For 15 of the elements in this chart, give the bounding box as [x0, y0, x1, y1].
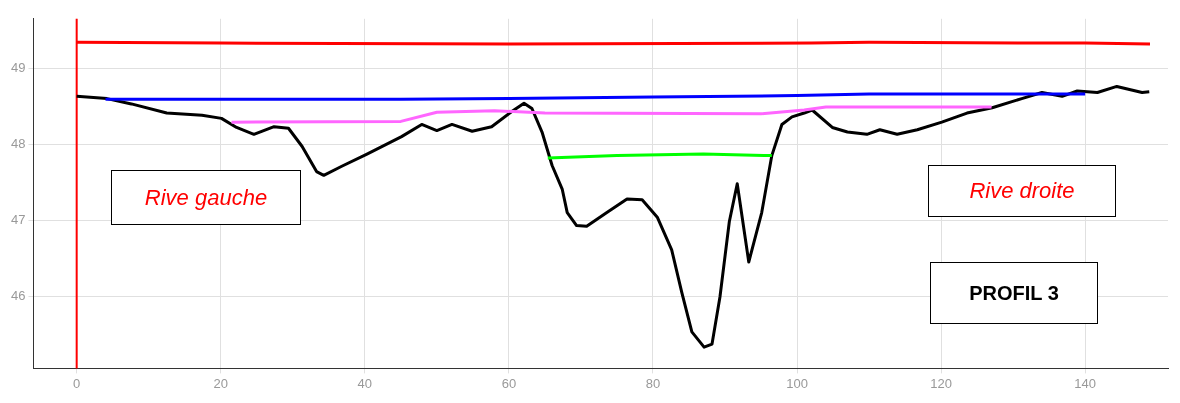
x-tick-label: 20 [213, 375, 228, 391]
x-tick-label: 140 [1074, 375, 1097, 391]
text-box: Rive droite [928, 165, 1116, 217]
text-box: Rive gauche [111, 170, 301, 225]
y-tick-label: 49 [10, 59, 26, 75]
x-tick-label: 120 [930, 375, 952, 391]
text-box: PROFIL 3 [930, 262, 1098, 324]
x-tick-label: 0 [73, 375, 81, 391]
x-tick-label: 60 [501, 375, 517, 391]
y-tick-label: 48 [10, 135, 26, 151]
x-tick-label: 40 [357, 375, 373, 391]
y-tick-label: 47 [10, 211, 26, 227]
x-tick-label: 100 [786, 375, 808, 391]
y-tick-label: 46 [10, 287, 26, 303]
x-tick-label: 80 [645, 375, 661, 391]
